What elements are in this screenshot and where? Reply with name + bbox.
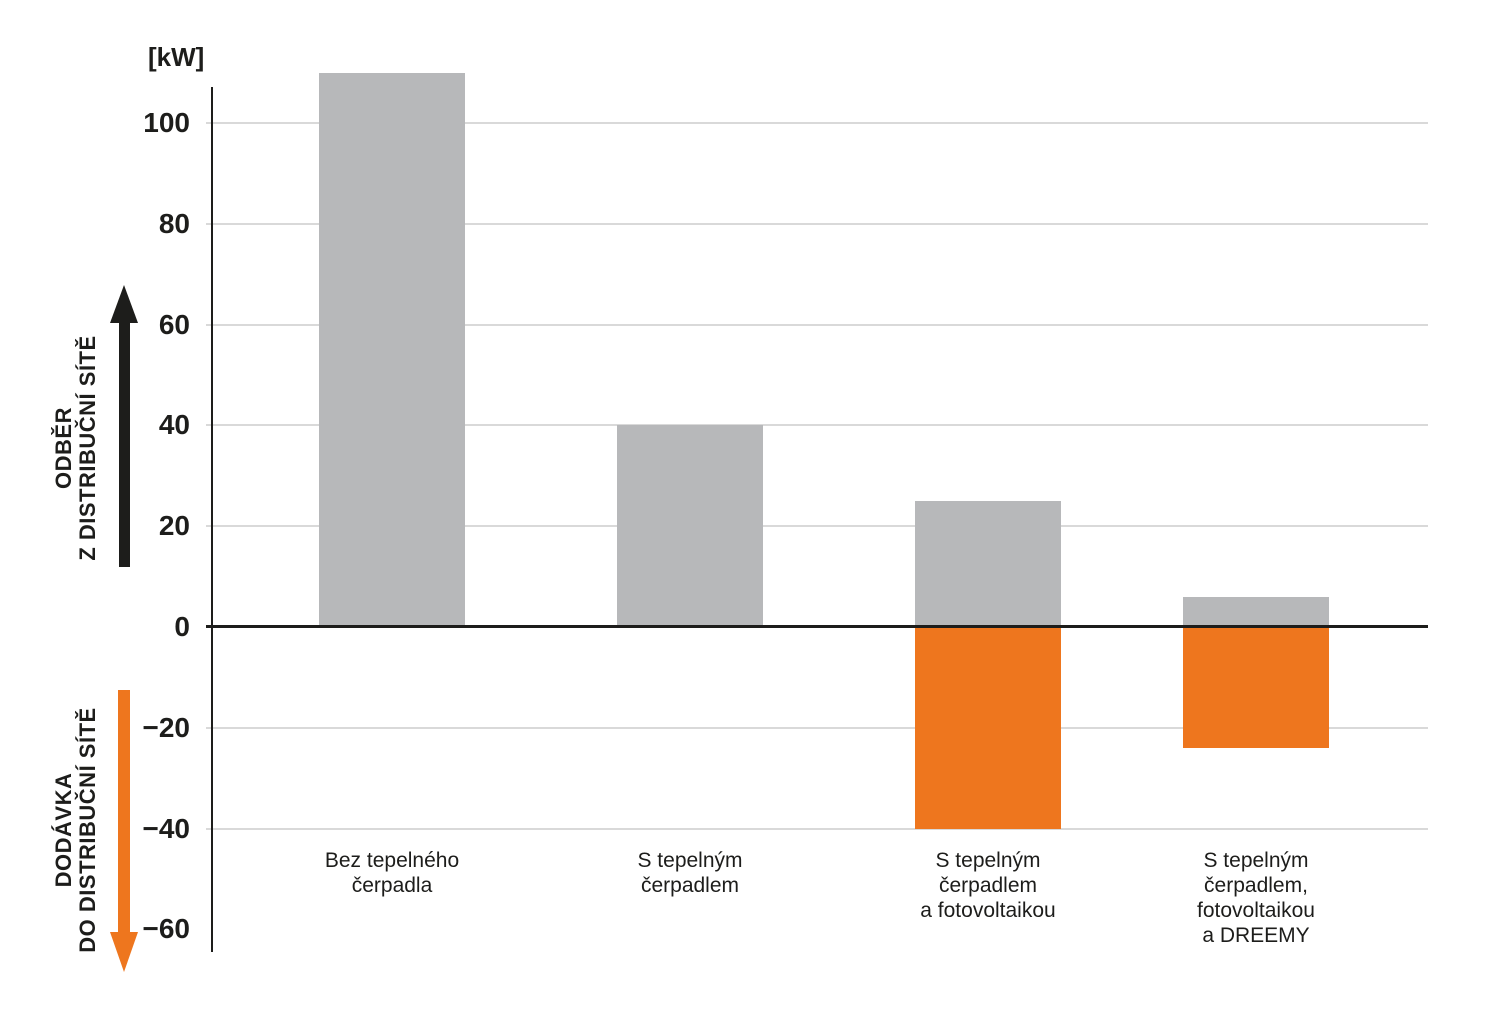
category-label-line: čerpadlem, — [1204, 874, 1308, 897]
category-label-line: čerpadla — [351, 874, 433, 897]
category-label-line: a DREEMY — [1202, 924, 1310, 947]
up-arrowhead-icon — [110, 285, 138, 323]
y-axis-unit-label: [kW] — [148, 42, 205, 72]
y-axis-tick-label: 100 — [143, 107, 190, 138]
category-label: S tepelným čerpadlem — [540, 848, 840, 898]
category-label: S tepelným čerpadlem, fotovoltaikou a DREEM… — [1106, 848, 1406, 948]
bar-grid-consumption — [1183, 596, 1329, 627]
down-arrowhead-icon — [110, 932, 138, 972]
category-label-line: fotovoltaikou — [1197, 899, 1315, 922]
category-label-line: čerpadlem — [938, 874, 1038, 897]
y-axis-tick-label: −20 — [142, 711, 191, 743]
category-label: Bez tepelného čerpadla — [242, 848, 542, 898]
supply-down-arrow-icon — [110, 690, 138, 972]
y-axis-tick-label: −60 — [142, 913, 191, 945]
category-label-line: čerpadlem — [640, 874, 740, 897]
gridline — [206, 525, 1428, 528]
gridline — [206, 323, 1428, 326]
gridline — [206, 827, 1428, 830]
bar-grid-supply — [1183, 627, 1329, 748]
y-axis-tick-label: −40 — [142, 812, 191, 844]
gridline — [206, 122, 1428, 124]
bar-grid-consumption — [915, 501, 1061, 627]
y-axis-tick-label: 0 — [174, 611, 190, 642]
arrow-shaft — [118, 690, 130, 932]
y-axis-tick-label: 80 — [158, 207, 190, 239]
y-axis-line — [211, 87, 213, 952]
gridline — [206, 424, 1428, 427]
bar-grid-consumption — [319, 72, 465, 627]
bar-grid-consumption — [617, 425, 763, 627]
consumption-up-arrow-icon — [110, 285, 138, 567]
gridline — [206, 726, 1428, 729]
category-label-line: Bez tepelného — [324, 849, 460, 872]
category-label-line: S tepelným — [1203, 849, 1309, 872]
category-label-line: S tepelným — [935, 849, 1041, 872]
category-label: S tepelným čerpadlem a fotovoltaikou — [838, 848, 1138, 923]
bar-grid-supply — [915, 627, 1061, 829]
category-label-line: S tepelným — [637, 849, 743, 872]
y-axis-tick-label: 20 — [158, 510, 190, 542]
zero-baseline — [206, 625, 1428, 628]
y-axis-tick-label: 60 — [158, 308, 190, 340]
y-axis-tick-label: 40 — [158, 409, 190, 441]
category-label-line: a fotovoltaikou — [920, 899, 1056, 922]
arrow-shaft — [118, 323, 130, 567]
gridline — [206, 222, 1428, 225]
